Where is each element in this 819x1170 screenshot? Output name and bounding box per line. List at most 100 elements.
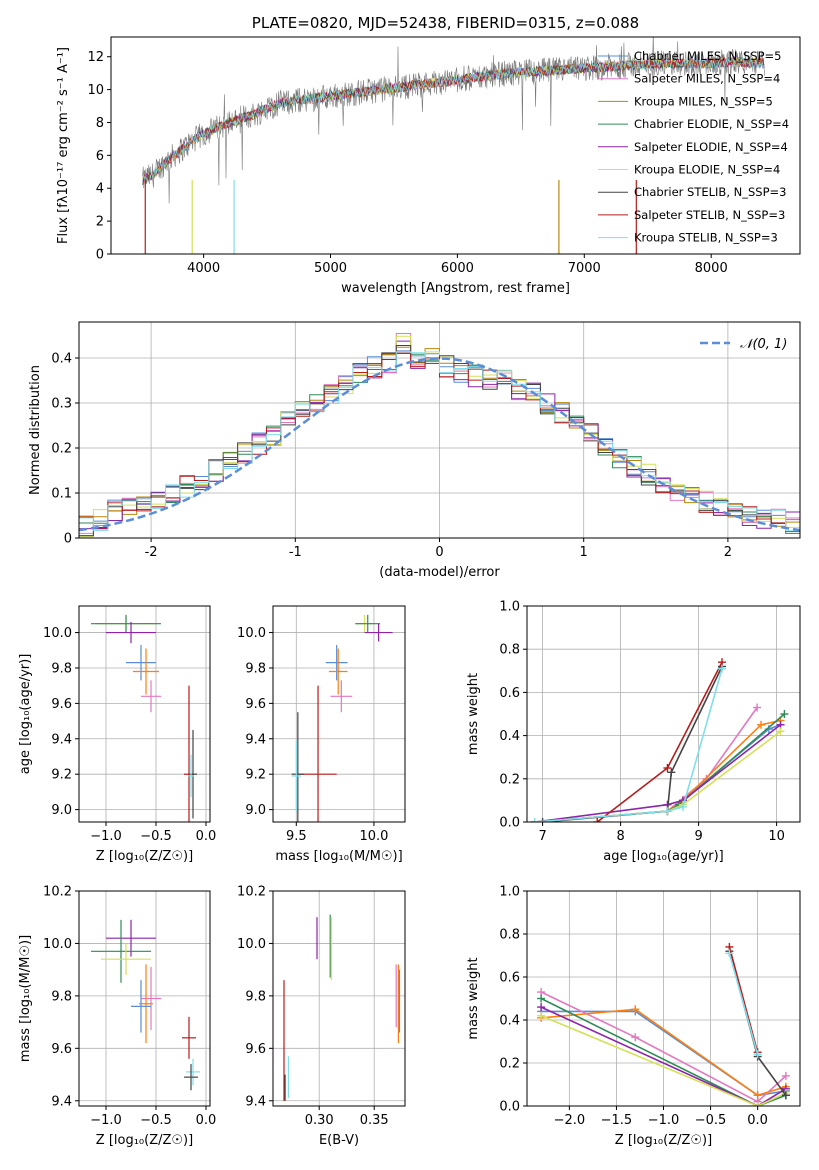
plus-marker bbox=[753, 1102, 762, 1106]
plus-marker bbox=[538, 818, 547, 822]
y-axis-label: age [log₁₀(age/yr)] bbox=[18, 654, 33, 775]
y-axis-label: mass weight bbox=[466, 957, 481, 1039]
y-axis-label: Flux [fλ10⁻¹⁷ erg cm⁻² s⁻¹ A⁻¹] bbox=[56, 47, 71, 244]
errorbar-point bbox=[131, 980, 151, 1033]
y-tick-label: 10.0 bbox=[43, 937, 72, 952]
axes-frame bbox=[526, 605, 801, 823]
legend-label: Kroupa STELIB, N_SSP=3 bbox=[634, 231, 778, 245]
errorbar-point bbox=[188, 754, 194, 798]
legend-label: Kroupa ELODIE, N_SSP=4 bbox=[634, 163, 780, 177]
x-axis-label: mass [log₁₀(M/M☉)] bbox=[275, 849, 402, 864]
weight-lines bbox=[530, 658, 789, 822]
legend-label: Salpeter STELIB, N_SSP=3 bbox=[634, 208, 785, 222]
y-tick-label: 0.4 bbox=[499, 729, 520, 744]
y-tick-label: 2 bbox=[96, 215, 104, 230]
x-tick-label: 10 bbox=[768, 829, 785, 844]
x-tick-label: 10.0 bbox=[359, 829, 388, 844]
x-tick-label: −1.0 bbox=[90, 1113, 122, 1128]
residual-histogram-step bbox=[79, 335, 800, 538]
errorbar-point bbox=[126, 644, 156, 681]
y-tick-label: 0.8 bbox=[499, 643, 520, 658]
errorbars bbox=[91, 919, 200, 1091]
x-tick-label: 7000 bbox=[568, 261, 601, 276]
plus-marker bbox=[725, 949, 734, 958]
legend-label: Kroupa MILES, N_SSP=5 bbox=[634, 94, 773, 108]
x-tick-label: 0.35 bbox=[360, 1113, 389, 1128]
x-tick-label: 0.0 bbox=[196, 1113, 217, 1128]
mass-weight-line bbox=[596, 661, 723, 822]
errorbar-point bbox=[141, 680, 161, 713]
residual-histogram-step bbox=[79, 351, 800, 532]
mass-weight-line bbox=[541, 1010, 787, 1097]
plus-marker bbox=[679, 802, 687, 811]
residuals-panel: -2 -1 0 1 2 0 0.1 0.2 0.3 0.4 (data-model)/error No… bbox=[28, 321, 801, 580]
legend-label: Chabrier ELODIE, N_SSP=4 bbox=[634, 117, 789, 131]
x-tick-label: 0.0 bbox=[196, 829, 217, 844]
x-tick-label: 0.0 bbox=[747, 1113, 768, 1128]
y-tick-label: 9.2 bbox=[245, 768, 266, 783]
legend-label: Chabrier STELIB, N_SSP=3 bbox=[634, 185, 786, 199]
y-tick-label: 9.6 bbox=[51, 1042, 72, 1057]
y-tick-label: 10.0 bbox=[237, 626, 266, 641]
x-tick-label: 0.30 bbox=[305, 1113, 334, 1128]
plus-marker bbox=[530, 818, 539, 822]
mass-vs-ebv-panel: 0.30 0.35 9.4 9.6 9.8 10.0 10.2 E(B-V) bbox=[237, 885, 406, 1148]
plus-marker bbox=[537, 1011, 546, 1020]
y-tick-label: 6 bbox=[96, 149, 104, 164]
x-tick-label: −1.0 bbox=[648, 1113, 680, 1128]
y-tick-label: 12 bbox=[87, 50, 104, 65]
x-tick-label: 4000 bbox=[187, 261, 220, 276]
y-axis-label: mass weight bbox=[466, 673, 481, 755]
y-tick-label: 9.8 bbox=[245, 989, 266, 1004]
plus-marker bbox=[781, 1091, 790, 1100]
y-tick-label: 10.0 bbox=[237, 937, 266, 952]
x-tick-label: −2.0 bbox=[554, 1113, 586, 1128]
x-tick-label: 8000 bbox=[695, 261, 728, 276]
y-tick-label: 9.8 bbox=[51, 989, 72, 1004]
errorbar-point bbox=[291, 740, 301, 812]
age-vs-mass-panel: 9.5 10.0 9.0 9.2 9.4 9.6 9.8 10.0 mass [log₁₀(M/… bbox=[237, 605, 406, 864]
errorbar-point bbox=[91, 614, 161, 633]
x-axis-label: age [log₁₀(age/yr)] bbox=[603, 849, 724, 864]
model-spectrum-line bbox=[142, 57, 765, 182]
axes-frame bbox=[526, 890, 801, 1107]
x-tick-label: 9 bbox=[694, 829, 702, 844]
y-tick-label: 9.6 bbox=[51, 697, 72, 712]
y-tick-label: 0.4 bbox=[51, 352, 72, 367]
y-tick-label: 0.2 bbox=[499, 1057, 520, 1072]
x-axis-label: Z [log₁₀(Z/Z☉)] bbox=[96, 849, 193, 864]
y-tick-label: 9.6 bbox=[245, 1042, 266, 1057]
y-tick-label: 0.0 bbox=[499, 1100, 520, 1115]
y-axis-label: mass [log₁₀(M/M☉)] bbox=[18, 935, 33, 1062]
errorbar-point bbox=[364, 623, 393, 642]
plus-marker bbox=[537, 994, 546, 1003]
weight-lines bbox=[537, 942, 790, 1106]
x-tick-label: 0 bbox=[435, 545, 443, 560]
errorbar-point bbox=[106, 621, 156, 644]
errorbars bbox=[291, 614, 393, 822]
mass-weight-line bbox=[534, 707, 758, 822]
errorbar-point bbox=[291, 712, 305, 822]
y-tick-label: 1.0 bbox=[499, 600, 520, 615]
x-tick-label: 6000 bbox=[441, 261, 474, 276]
histogram-lines bbox=[79, 333, 800, 538]
y-tick-label: 9.4 bbox=[51, 1094, 72, 1109]
errorbar-point bbox=[189, 729, 197, 819]
y-tick-label: 9.4 bbox=[51, 732, 72, 747]
x-tick-label: 7 bbox=[538, 829, 546, 844]
mass-weight-line bbox=[534, 724, 781, 822]
x-tick-label: -2 bbox=[145, 545, 158, 560]
chart-title: PLATE=0820, MJD=52438, FIBERID=0315, z=0… bbox=[252, 14, 639, 32]
x-axis-label: Z [log₁₀(Z/Z☉)] bbox=[96, 1133, 193, 1148]
plus-marker bbox=[753, 703, 762, 712]
errorbar-point bbox=[355, 614, 381, 633]
y-tick-label: 4 bbox=[96, 182, 104, 197]
x-tick-label: 1 bbox=[580, 545, 588, 560]
mass-weight-line bbox=[540, 1014, 787, 1106]
axes-frame bbox=[78, 321, 801, 539]
x-tick-label: −0.5 bbox=[140, 829, 172, 844]
plus-marker bbox=[753, 1091, 762, 1100]
axes-frame bbox=[78, 605, 211, 823]
plus-marker bbox=[781, 1071, 790, 1080]
mass-weight-line bbox=[540, 991, 787, 1103]
